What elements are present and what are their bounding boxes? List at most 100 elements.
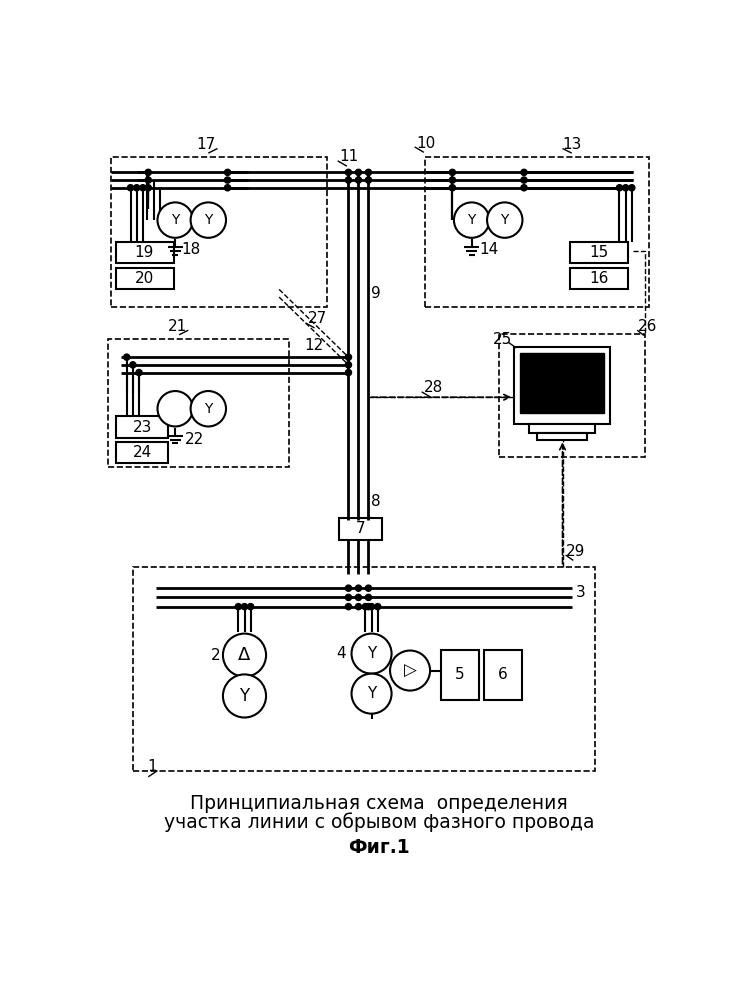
Circle shape: [224, 177, 231, 183]
Circle shape: [134, 185, 140, 191]
Text: 26: 26: [638, 319, 657, 334]
Circle shape: [390, 651, 430, 691]
Circle shape: [521, 177, 527, 183]
Bar: [425, 157, 649, 307]
Circle shape: [223, 674, 266, 718]
Bar: [339, 518, 383, 540]
Circle shape: [145, 177, 152, 183]
Text: 27: 27: [308, 311, 327, 326]
Circle shape: [622, 185, 629, 191]
Bar: [116, 416, 168, 438]
Circle shape: [145, 185, 152, 191]
Text: 23: 23: [132, 420, 152, 435]
Bar: [133, 567, 595, 771]
Text: 12: 12: [304, 338, 323, 353]
Bar: [529, 424, 595, 433]
Circle shape: [366, 594, 371, 600]
Text: Принципиальная схема  определения: Принципиальная схема определения: [190, 794, 568, 813]
Text: 19: 19: [135, 245, 154, 260]
Circle shape: [366, 177, 371, 183]
Text: 22: 22: [185, 432, 204, 447]
Circle shape: [449, 177, 456, 183]
Circle shape: [355, 169, 362, 175]
Text: Y: Y: [367, 686, 376, 701]
Circle shape: [224, 169, 231, 175]
Bar: [571, 242, 628, 263]
Circle shape: [449, 185, 456, 191]
Text: 9: 9: [371, 286, 380, 301]
Text: 14: 14: [479, 242, 498, 257]
Text: Y: Y: [500, 213, 509, 227]
Circle shape: [355, 604, 362, 610]
Text: Фиг.1: Фиг.1: [349, 838, 410, 857]
Text: 4: 4: [336, 646, 346, 661]
Circle shape: [487, 202, 522, 238]
Circle shape: [346, 177, 352, 183]
Circle shape: [369, 604, 374, 610]
Text: 6: 6: [498, 667, 508, 682]
Text: 8: 8: [371, 494, 380, 509]
Circle shape: [366, 604, 371, 610]
Text: Δ: Δ: [238, 646, 251, 664]
Circle shape: [346, 169, 352, 175]
Circle shape: [355, 177, 362, 183]
Circle shape: [629, 185, 635, 191]
Circle shape: [346, 354, 352, 360]
Circle shape: [224, 185, 231, 191]
Circle shape: [130, 362, 136, 368]
Text: Y: Y: [204, 402, 212, 416]
Bar: [116, 242, 174, 263]
Bar: [571, 268, 628, 289]
Circle shape: [355, 585, 362, 591]
Circle shape: [346, 585, 352, 591]
Circle shape: [352, 674, 391, 714]
Text: Y: Y: [204, 213, 212, 227]
Text: 13: 13: [562, 137, 582, 152]
Text: 10: 10: [416, 136, 435, 151]
Text: Y: Y: [240, 687, 249, 705]
Circle shape: [454, 202, 489, 238]
Text: участка линии с обрывом фазного провода: участка линии с обрывом фазного провода: [164, 812, 594, 832]
Text: 20: 20: [135, 271, 154, 286]
Circle shape: [616, 185, 622, 191]
Text: 5: 5: [455, 667, 465, 682]
Bar: [520, 353, 604, 413]
Bar: [484, 650, 522, 700]
Text: 15: 15: [589, 245, 608, 260]
Circle shape: [355, 594, 362, 600]
Text: ▷: ▷: [404, 662, 417, 680]
Text: 11: 11: [339, 149, 358, 164]
Bar: [116, 442, 168, 463]
Text: 28: 28: [423, 380, 443, 395]
Circle shape: [366, 585, 371, 591]
Text: Y: Y: [367, 646, 376, 661]
Text: Y: Y: [171, 213, 179, 227]
Text: 25: 25: [493, 332, 512, 347]
Circle shape: [352, 634, 391, 674]
Text: 3: 3: [576, 585, 586, 600]
Circle shape: [366, 169, 371, 175]
Text: 24: 24: [132, 445, 152, 460]
Circle shape: [127, 185, 134, 191]
Text: 29: 29: [566, 544, 585, 559]
Circle shape: [145, 169, 152, 175]
Text: 21: 21: [168, 319, 187, 334]
Circle shape: [241, 604, 248, 610]
Circle shape: [235, 604, 241, 610]
Bar: [514, 347, 610, 424]
Circle shape: [223, 634, 266, 677]
Circle shape: [449, 169, 456, 175]
Bar: [108, 339, 289, 466]
Circle shape: [521, 169, 527, 175]
Bar: [441, 650, 480, 700]
Text: 1: 1: [147, 759, 157, 774]
Text: 7: 7: [356, 521, 366, 536]
Circle shape: [346, 594, 352, 600]
Circle shape: [124, 354, 130, 360]
Circle shape: [346, 604, 352, 610]
Text: Y: Y: [468, 213, 476, 227]
Circle shape: [140, 185, 146, 191]
Circle shape: [363, 604, 369, 610]
Circle shape: [158, 202, 193, 238]
Circle shape: [136, 369, 142, 376]
